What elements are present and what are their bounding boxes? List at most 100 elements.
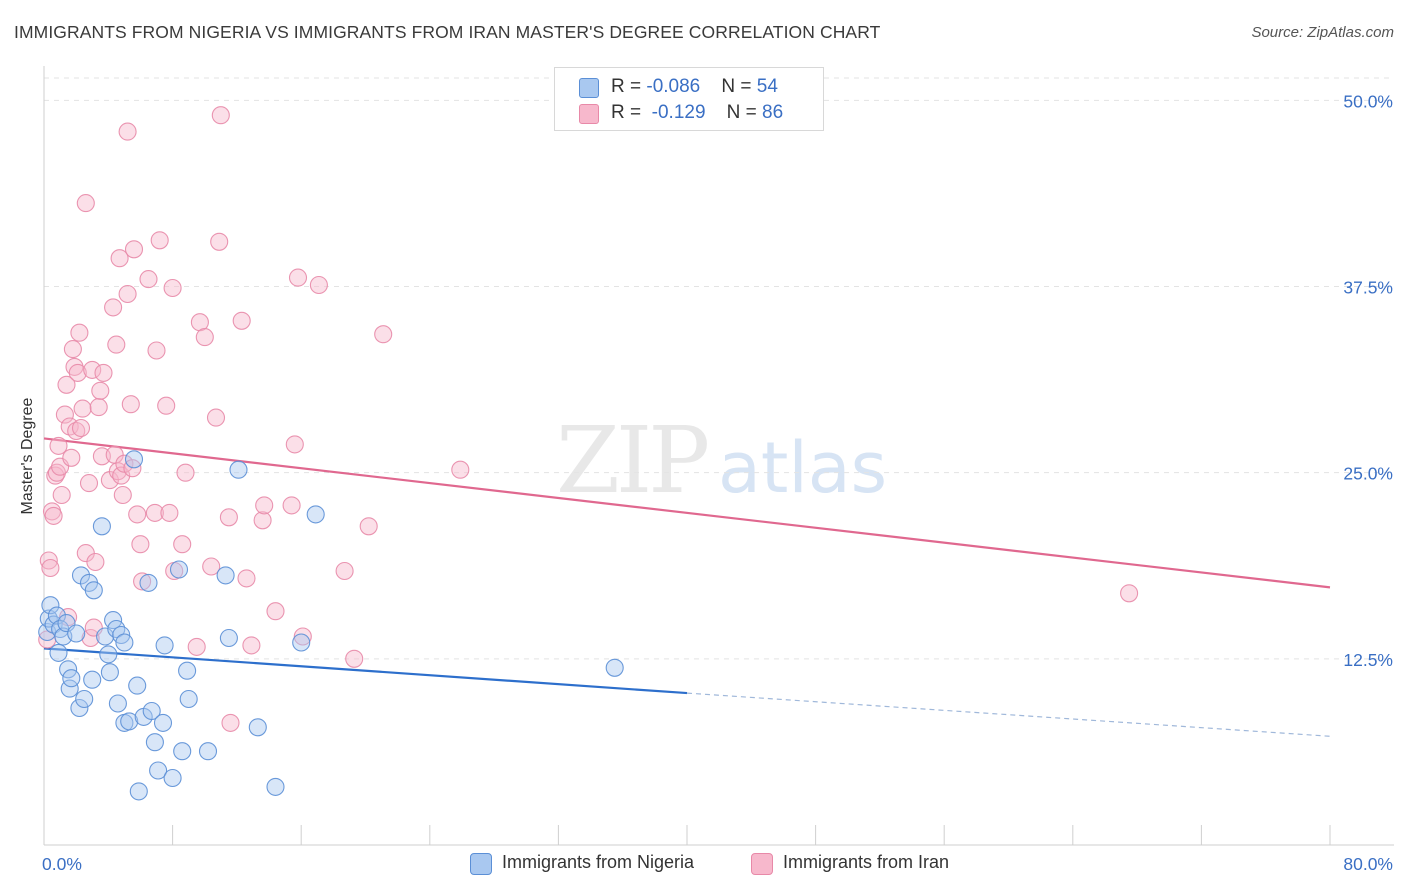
r-value-nigeria: -0.086 — [646, 76, 701, 97]
iran-point-14 — [62, 448, 81, 467]
iran-point-46 — [124, 240, 144, 259]
nigeria-point-31 — [129, 782, 148, 801]
r-label: R = — [611, 102, 647, 123]
iran-point-71 — [242, 636, 261, 655]
nigeria-point-50 — [292, 633, 311, 652]
iran-point-70 — [237, 569, 256, 588]
nigeria-point-21 — [100, 663, 119, 682]
iran-point-83 — [374, 325, 393, 344]
nigeria-point-46 — [219, 628, 238, 648]
iran-point-21 — [73, 399, 92, 418]
nigeria-point-29 — [124, 450, 144, 469]
iran-point-42 — [118, 122, 137, 141]
r-value-iran: -0.129 — [646, 102, 706, 123]
nigeria-point-45 — [216, 566, 235, 585]
iran-point-64 — [206, 408, 226, 427]
chart-title: IMMIGRANTS FROM NIGERIA VS IMMIGRANTS FR… — [14, 22, 881, 42]
iran-point-20 — [71, 418, 91, 438]
nigeria-point-48 — [248, 718, 267, 737]
trend-line-nigeria-extrapolated — [686, 692, 1331, 737]
iran-point-65 — [210, 232, 229, 251]
r-label: R = — [611, 76, 647, 97]
iran-point-82 — [359, 517, 378, 536]
iran-point-2 — [41, 558, 60, 578]
iran-point-47 — [128, 505, 147, 524]
axes — [43, 66, 1394, 846]
iran-point-43 — [118, 284, 137, 304]
nigeria-legend-swatch — [470, 853, 492, 875]
iran-point-38 — [110, 249, 129, 268]
iran-point-25 — [81, 628, 100, 648]
nigeria-point-47 — [229, 460, 248, 479]
nigeria-point-38 — [155, 636, 174, 655]
nigeria-point-27 — [115, 633, 134, 652]
nigeria-point-20 — [99, 645, 118, 664]
x-tick-label-max: 80.0% — [1343, 854, 1393, 874]
iran-point-84 — [451, 460, 470, 479]
nigeria-swatch — [579, 78, 599, 98]
iran-point-49 — [133, 572, 152, 591]
nigeria-point-53 — [49, 643, 68, 662]
iran-point-19 — [70, 323, 89, 342]
iran-point-1 — [39, 551, 58, 570]
iran-point-62 — [195, 328, 214, 347]
n-value-iran: 86 — [762, 102, 784, 123]
n-label: N = — [721, 76, 757, 97]
iran-point-26 — [83, 360, 102, 379]
nigeria-point-18 — [92, 517, 111, 536]
trend-lines — [43, 437, 1331, 737]
tick-labels: 12.5% 25.0% 37.5% 50.0% 0.0% 80.0% — [42, 91, 1393, 874]
iran-point-34 — [104, 298, 123, 317]
nigeria-point-51 — [306, 505, 325, 524]
nigeria-point-28 — [120, 712, 139, 731]
iran-point-50 — [139, 270, 158, 289]
nigeria-points — [38, 450, 624, 801]
nigeria-point-4 — [47, 606, 66, 625]
iran-point-52 — [147, 341, 166, 360]
iran-point-81 — [345, 649, 364, 668]
n-value-nigeria: 54 — [756, 76, 778, 97]
iran-points — [38, 106, 1139, 732]
iran-point-18 — [68, 363, 87, 382]
n-label: N = — [726, 102, 763, 123]
iran-point-69 — [232, 311, 251, 330]
iran-point-17 — [67, 421, 86, 441]
iran-point-28 — [86, 552, 105, 572]
watermark-zip: ZIP — [556, 407, 707, 514]
iran-point-56 — [163, 278, 182, 298]
iran-point-48 — [131, 535, 150, 554]
stats-legend: R = -0.086 N = 54 R = -0.129 N = 86 — [554, 67, 824, 131]
nigeria-point-37 — [153, 713, 173, 732]
iran-point-76 — [285, 435, 304, 454]
nigeria-point-43 — [179, 689, 198, 709]
x-tick-label-min: 0.0% — [42, 854, 82, 874]
iran-point-4 — [44, 506, 63, 525]
nigeria-point-34 — [142, 701, 161, 721]
nigeria-point-44 — [198, 742, 218, 761]
iran-point-66 — [211, 106, 230, 125]
iran-point-72 — [253, 511, 272, 530]
iran-point-60 — [187, 637, 206, 656]
nigeria-point-49 — [266, 777, 285, 796]
y-tick-label-1: 25.0% — [1343, 464, 1393, 484]
nigeria-point-19 — [96, 627, 115, 646]
nigeria-point-41 — [173, 742, 192, 761]
y-tick-label-3: 50.0% — [1343, 91, 1393, 111]
iran-point-59 — [176, 463, 195, 482]
iran-point-31 — [94, 363, 113, 382]
iran-point-7 — [49, 436, 68, 455]
iran-legend-swatch — [751, 853, 773, 875]
nigeria-point-42 — [178, 661, 197, 680]
iran-point-29 — [89, 398, 108, 417]
iran-point-58 — [173, 535, 192, 554]
nigeria-point-30 — [128, 676, 147, 695]
iran-point-74 — [266, 602, 285, 621]
iran-point-15 — [63, 340, 82, 359]
iran-point-53 — [150, 231, 169, 250]
iran-point-73 — [255, 496, 274, 515]
iran-point-54 — [157, 396, 176, 415]
iran-point-67 — [219, 508, 238, 527]
nigeria-point-40 — [169, 560, 189, 579]
iran-point-44 — [121, 395, 140, 414]
legend-label-nigeria: Immigrants from Nigeria — [502, 852, 695, 872]
